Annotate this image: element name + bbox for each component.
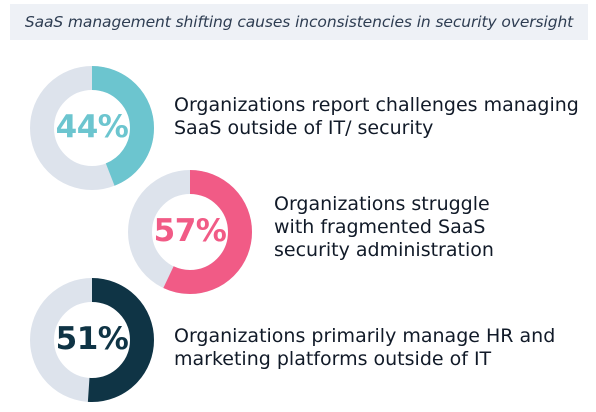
header-banner: SaaS management shifting causes inconsis… xyxy=(10,4,588,40)
stat-description-1: Organizations report challenges managing… xyxy=(174,94,579,139)
donut-chart-3 xyxy=(30,278,154,402)
stat-description-3: Organizations primarily manage HR and ma… xyxy=(174,325,556,370)
donut-arc-3 xyxy=(30,278,154,402)
donut-arc-2 xyxy=(128,170,252,294)
donut-chart-1 xyxy=(30,66,154,190)
stat-value-2: 57% xyxy=(153,213,227,249)
stat-value-1: 44% xyxy=(55,109,129,145)
header-title: SaaS management shifting causes inconsis… xyxy=(24,13,574,31)
donut-arc-1 xyxy=(30,66,154,190)
stat-value-3: 51% xyxy=(55,321,129,357)
stat-description-2: Organizations struggle with fragmented S… xyxy=(274,193,494,261)
donut-chart-2 xyxy=(128,170,252,294)
